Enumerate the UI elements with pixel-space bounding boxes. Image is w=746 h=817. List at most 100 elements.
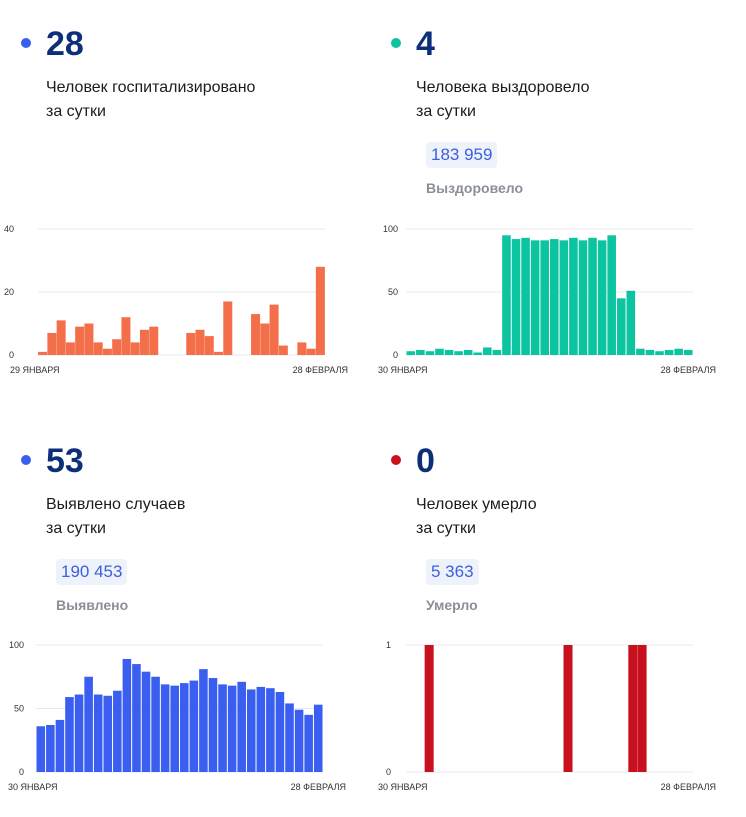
bar [463,349,473,355]
y-tick-label: 50 [14,704,24,714]
bar [683,349,693,355]
bar [237,681,246,772]
bar [46,725,55,772]
bar [473,352,483,355]
bar [297,342,307,355]
bar [444,349,454,355]
bar [530,240,540,355]
x-end-label: 28 ФЕВРАЛЯ [661,365,716,375]
bar [266,688,275,772]
cases-chart: 0 50 100 30 ЯНВАРЯ 28 ФЕВРАЛЯ [8,640,346,792]
bar [227,685,237,772]
cases-total-label: Выявлено [56,597,129,613]
bar [251,314,261,355]
bar [141,671,151,772]
bar [645,349,655,355]
x-end-label: 28 ФЕВРАЛЯ [293,365,348,375]
bar [180,683,189,772]
bar [275,691,285,772]
bar [139,329,149,355]
bar [454,351,463,355]
bar [246,689,256,772]
bar [103,695,113,772]
recovered-desc-line1: Человека выздоровело [416,79,590,96]
y-tick-label: 0 [393,350,398,360]
bar [435,348,444,355]
y-tick-label: 40 [4,224,14,234]
y-tick-label: 100 [9,640,24,650]
y-tick-label: 0 [9,350,14,360]
x-start-label: 30 ЯНВАРЯ [8,782,58,792]
bar [664,349,674,355]
bar [540,240,549,355]
bar [626,290,636,355]
deaths-panel: 0 Человек умерло за сутки 5 363 Умерло 0… [373,408,746,816]
bar [578,240,588,355]
deaths-desc-line1: Человек умерло [416,496,537,513]
deaths-total: 5 363 [426,559,479,585]
deaths-value: 0 [416,442,435,480]
bar [260,323,270,355]
bar [655,351,664,355]
bar [597,240,607,355]
bar [151,676,160,772]
hospitalized-desc-line1: Человек госпитализировано [46,79,256,96]
bar [637,645,647,772]
hospitalized-marker [21,38,31,48]
bar [214,351,224,355]
bar [616,298,626,355]
bar [511,239,521,355]
bar [132,664,141,772]
bar [674,348,683,355]
bar [607,235,616,355]
x-end-label: 28 ФЕВРАЛЯ [661,782,716,792]
bar [204,336,214,355]
bar [65,342,75,355]
cases-marker [21,455,31,465]
bar [550,239,559,355]
y-tick-label: 100 [383,224,398,234]
bar [304,714,313,772]
bar [285,703,294,772]
bar [112,339,122,355]
bar [74,694,84,772]
bar [208,678,218,772]
recovered-total: 183 959 [426,142,498,168]
bar [416,349,425,355]
y-tick-label: 50 [388,287,398,297]
bar [492,349,502,355]
bar [483,347,492,355]
recovered-value: 4 [416,25,435,63]
bar [269,304,279,355]
bar [75,326,85,355]
recovered-panel: 4 Человека выздоровело за сутки 183 959 … [373,0,746,408]
recovered-total-label: Выздоровело [426,180,524,196]
y-tick-label: 0 [386,767,391,777]
hospitalized-chart: 0 20 40 29 ЯНВАРЯ 28 ФЕВРАЛЯ [4,224,348,375]
bar [189,680,199,772]
bar [563,645,573,772]
bar [313,704,323,772]
bar [84,676,93,772]
bar [56,320,66,355]
bar [84,323,94,355]
deaths-marker [391,455,401,465]
deaths-desc-line2: за сутки [416,520,476,537]
bar [102,348,112,355]
y-tick-label: 1 [386,640,391,650]
y-tick-label: 0 [19,767,24,777]
bar [424,645,434,772]
bar [38,351,48,355]
hospitalized-value: 28 [46,25,84,63]
x-start-label: 29 ЯНВАРЯ [10,365,60,375]
bar [256,686,266,772]
bar [406,351,416,355]
bar [199,669,208,772]
deaths-chart: 0 1 30 ЯНВАРЯ 28 ФЕВРАЛЯ [378,640,716,792]
y-tick-label: 20 [4,287,14,297]
x-end-label: 28 ФЕВРАЛЯ [291,782,346,792]
bar [195,329,205,355]
bar [218,684,227,772]
bar [149,326,159,355]
cases-value: 53 [46,442,84,480]
